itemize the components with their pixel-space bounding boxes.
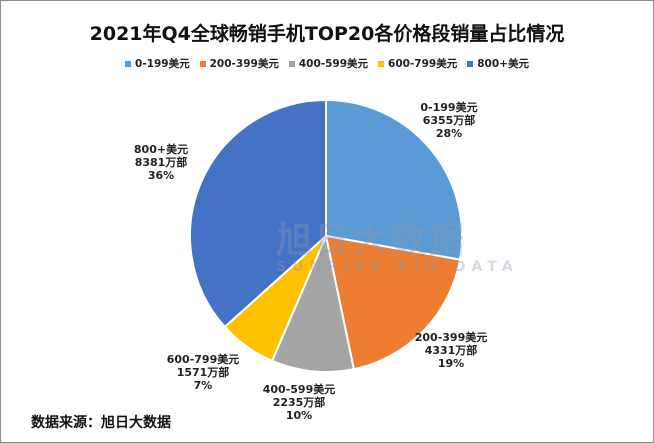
legend-label: 200-399美元 [209,58,279,70]
legend-label: 0-199美元 [135,58,190,70]
legend-swatch [125,60,132,67]
pie-slice-4 [189,98,327,329]
legend: 0-199美元 200-399美元 400-599美元 600-799美元 80… [1,56,653,71]
legend-swatch [378,60,385,67]
legend-label: 400-599美元 [298,58,369,70]
legend-item: 200-399美元 [199,56,279,71]
legend-swatch [288,60,295,67]
data-label-2: 400-599美元 2235万部 10% [262,383,336,422]
legend-item: 600-799美元 [378,56,457,71]
data-label-4: 800+美元 8381万部 36% [133,143,189,182]
chart-title: 2021年Q4全球畅销手机TOP20各价格段销量占比情况 [89,23,565,45]
legend-item: 400-599美元 [288,56,369,71]
source-note: 数据来源：旭日大数据 [31,415,171,431]
legend-label: 800+美元 [477,58,529,70]
pie-slice-1 [324,234,462,371]
legend-item: 0-199美元 [125,56,190,71]
data-label-0: 0-199美元 6355万部 28% [420,101,478,140]
legend-swatch [467,60,474,67]
legend-swatch [199,60,206,67]
legend-item: 800+美元 [467,56,529,71]
pie-slice-0 [325,98,463,261]
data-label-3: 600-799美元 1571万部 7% [166,353,240,392]
data-label-1: 200-399美元 4331万部 19% [414,331,488,370]
legend-label: 600-799美元 [388,58,458,70]
pie-slice-2 [270,232,356,373]
